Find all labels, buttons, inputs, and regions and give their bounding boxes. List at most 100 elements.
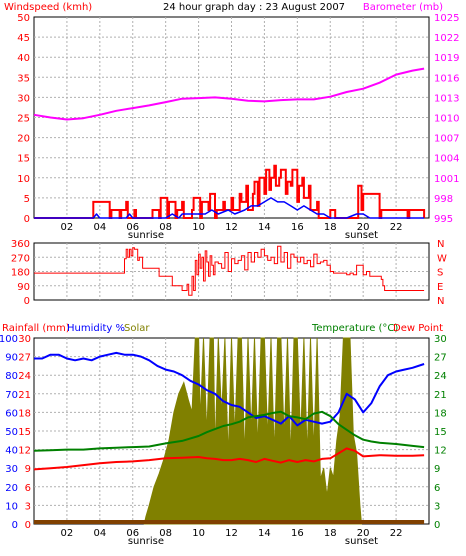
windspeed-left-tick: 40 xyxy=(17,53,30,64)
humidity-left-tick: 60 xyxy=(5,408,18,419)
temperature-right-tick: 30 xyxy=(434,334,447,345)
dewpoint-series xyxy=(33,447,425,471)
climate-hour-label: 08 xyxy=(159,528,172,539)
climate-hour-label: 04 xyxy=(93,528,106,539)
rainfall-axis-label: Rainfall (mm) xyxy=(2,323,70,334)
humidity-left-tick: 30 xyxy=(5,464,18,475)
temperature-axis-label: Temperature (°C) xyxy=(311,323,398,334)
compass-tick: W xyxy=(437,253,447,264)
wind-baro-hour-label: 10 xyxy=(192,222,205,233)
barometer-right-tick: 1019 xyxy=(434,53,459,64)
wind-baro-hour-label: 04 xyxy=(93,222,106,233)
temperature-right-tick: 3 xyxy=(434,501,440,512)
windspeed-series xyxy=(34,164,426,219)
barometer-axis-label: Barometer (mb) xyxy=(363,2,443,13)
climate-sunset-label: sunset xyxy=(345,536,378,547)
barometer-right-tick: 1004 xyxy=(434,154,459,165)
wind-direction-series xyxy=(34,245,425,296)
windspeed-left-tick: 15 xyxy=(17,154,30,165)
wind-baro-hour-label: 12 xyxy=(225,222,238,233)
compass-tick: E xyxy=(437,282,443,293)
climate-hour-label: 18 xyxy=(324,528,337,539)
graph-title: 24 hour graph day : 23 August 2007 xyxy=(163,2,345,13)
windspeed-left-tick: 45 xyxy=(17,33,30,44)
windspeed-left-tick: 5 xyxy=(24,194,30,205)
dewpoint-left-tick: 0 xyxy=(25,520,31,531)
dewpoint-left-tick: 30 xyxy=(18,334,31,345)
temperature-right-tick: 6 xyxy=(434,483,440,494)
humidity-left-tick: 80 xyxy=(5,371,18,382)
temperature-right-tick: 18 xyxy=(434,408,447,419)
barometer-right-tick: 1013 xyxy=(434,93,459,104)
climate-hour-label: 02 xyxy=(61,528,74,539)
wind-baro-hour-label: 06 xyxy=(126,222,139,233)
windspeed-left-tick: 0 xyxy=(24,214,30,225)
windspeed-left-tick: 30 xyxy=(17,93,30,104)
direction-left-tick: 0 xyxy=(24,296,30,307)
compass-tick: S xyxy=(437,268,443,279)
rain-humidity-solar-temperature-panel: 0102030405060708090100036912151821242730… xyxy=(0,334,447,547)
dewpoint-left-tick: 21 xyxy=(18,390,31,401)
wind-baro-hour-label: 08 xyxy=(159,222,172,233)
barometer-right-tick: 1001 xyxy=(434,174,459,185)
dewpoint-left-tick: 18 xyxy=(18,408,31,419)
humidity-left-tick: 50 xyxy=(5,427,18,438)
solar-axis-label: Solar xyxy=(124,323,150,334)
wind-baro-hour-label: 02 xyxy=(61,222,74,233)
climate-hour-label: 14 xyxy=(258,528,271,539)
windspeed-left-tick: 50 xyxy=(17,13,30,24)
barometer-series xyxy=(33,67,425,121)
humidity-left-tick: 90 xyxy=(5,353,18,364)
dewpoint-left-tick: 15 xyxy=(18,427,31,438)
dewpoint-left-tick: 9 xyxy=(25,464,31,475)
barometer-right-tick: 998 xyxy=(434,194,453,205)
dewpoint-axis-label: Dew Point xyxy=(393,323,443,334)
temperature-right-tick: 21 xyxy=(434,390,447,401)
humidity-left-tick: 100 xyxy=(0,334,18,345)
wind-barometer-panel: 0510152025303540455099599810011004100710… xyxy=(17,13,459,241)
windspeed-left-tick: 20 xyxy=(17,134,30,145)
windspeed-axis-label: Windspeed (kmh) xyxy=(4,2,92,13)
humidity-left-tick: 70 xyxy=(5,390,18,401)
climate-hour-label: 20 xyxy=(357,528,370,539)
wind-baro-hour-label: 16 xyxy=(291,222,304,233)
humidity-left-tick: 10 xyxy=(5,501,18,512)
wind-baro-hour-label: 20 xyxy=(357,222,370,233)
climate-hour-label: 10 xyxy=(192,528,205,539)
temperature-series xyxy=(33,410,425,452)
humidity-axis-label: Humidity % xyxy=(67,323,125,334)
direction-left-tick: 90 xyxy=(17,282,30,293)
windspeed-left-tick: 25 xyxy=(17,114,30,125)
direction-left-tick: 180 xyxy=(11,268,30,279)
climate-hour-label: 16 xyxy=(291,528,304,539)
wind-average-series xyxy=(34,197,425,219)
humidity-left-tick: 40 xyxy=(5,446,18,457)
compass-tick: N xyxy=(437,239,444,250)
wind-baro-hour-label: 22 xyxy=(390,222,403,233)
temperature-right-tick: 24 xyxy=(434,371,447,382)
wind-baro-hour-label: 18 xyxy=(324,222,337,233)
temperature-right-tick: 15 xyxy=(434,427,447,438)
temperature-right-tick: 27 xyxy=(434,353,447,364)
wind-baro-sunrise-label: sunrise xyxy=(128,230,164,241)
dewpoint-left-tick: 24 xyxy=(18,371,31,382)
humidity-left-tick: 20 xyxy=(5,483,18,494)
barometer-right-tick: 1010 xyxy=(434,114,459,125)
windspeed-left-tick: 10 xyxy=(17,174,30,185)
direction-left-tick: 270 xyxy=(11,253,30,264)
dewpoint-left-tick: 6 xyxy=(25,483,31,494)
wind-baro-hour-label: 14 xyxy=(258,222,271,233)
barometer-right-tick: 1016 xyxy=(434,73,459,84)
humidity-left-tick: 0 xyxy=(12,520,18,531)
barometer-right-tick: 1007 xyxy=(434,134,459,145)
wind-baro-sunset-label: sunset xyxy=(345,230,378,241)
humidity-series xyxy=(34,351,425,427)
direction-left-tick: 360 xyxy=(11,239,30,250)
temperature-right-tick: 0 xyxy=(434,520,440,531)
dewpoint-left-tick: 27 xyxy=(18,353,31,364)
climate-hour-label: 12 xyxy=(225,528,238,539)
temperature-right-tick: 9 xyxy=(434,464,440,475)
barometer-right-tick: 1022 xyxy=(434,33,459,44)
